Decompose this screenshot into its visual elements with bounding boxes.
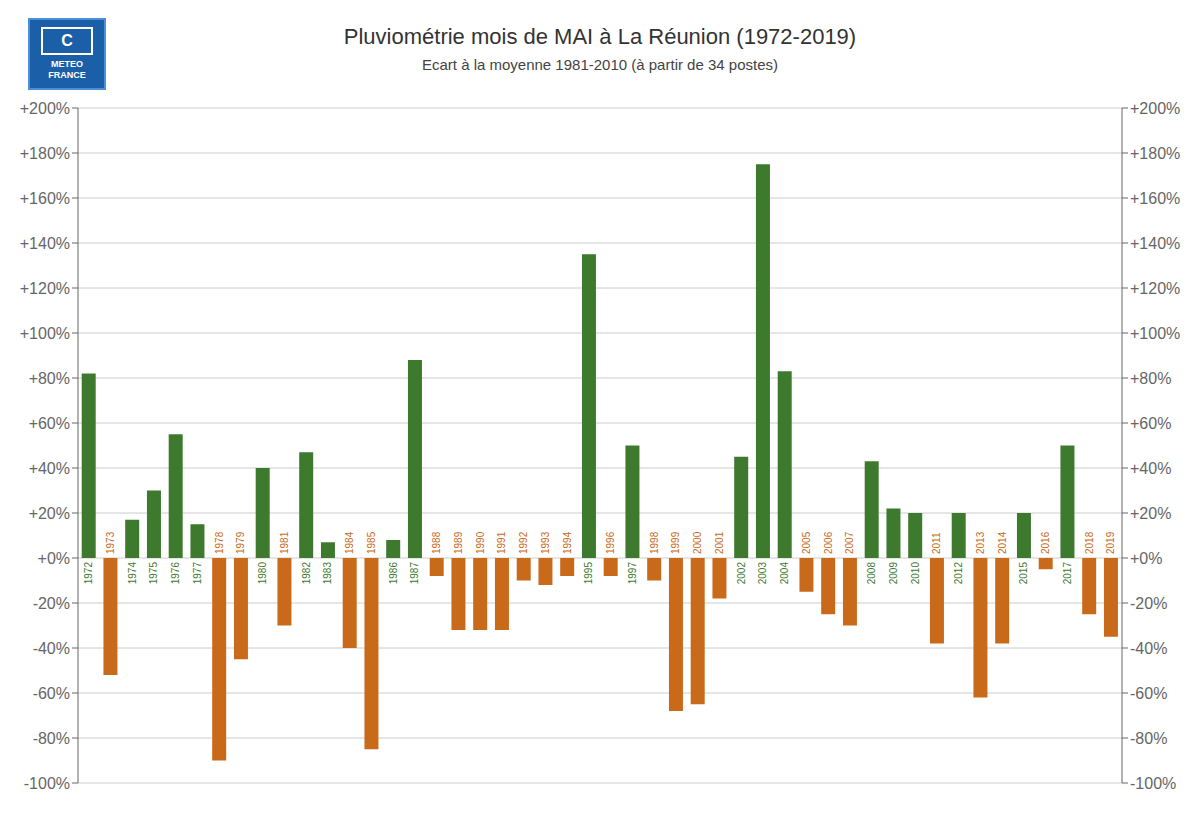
svg-text:2005: 2005 (801, 531, 812, 554)
svg-text:1987: 1987 (409, 562, 420, 585)
svg-text:2019: 2019 (1105, 531, 1116, 554)
svg-text:-20%: -20% (1130, 595, 1167, 612)
svg-text:1997: 1997 (627, 562, 638, 585)
svg-text:1999: 1999 (670, 531, 681, 554)
svg-text:1998: 1998 (649, 531, 660, 554)
svg-text:2011: 2011 (931, 532, 942, 554)
svg-text:2003: 2003 (757, 562, 768, 585)
svg-text:+180%: +180% (1130, 145, 1180, 162)
svg-text:1986: 1986 (388, 562, 399, 585)
svg-text:2007: 2007 (844, 531, 855, 554)
svg-text:2004: 2004 (779, 562, 790, 585)
svg-text:1981: 1981 (279, 531, 290, 554)
svg-text:+60%: +60% (1130, 415, 1171, 432)
html-text:Pluviométrie mois de MAI à La: Pluviométrie mois de MAI à La Réunion (1… (343, 24, 857, 49)
svg-text:+160%: +160% (1130, 190, 1180, 207)
svg-text:+0%: +0% (1130, 550, 1162, 567)
svg-text:+100%: +100% (1130, 325, 1180, 342)
svg-text:1972: 1972 (83, 562, 94, 585)
svg-text:+160%: +160% (20, 190, 70, 207)
svg-text:2006: 2006 (823, 531, 834, 554)
svg-text:+140%: +140% (20, 235, 70, 252)
svg-text:-80%: -80% (33, 730, 70, 747)
svg-text:1996: 1996 (605, 531, 616, 554)
svg-text:1995: 1995 (583, 562, 594, 585)
svg-text:+120%: +120% (1130, 280, 1180, 297)
svg-text:+80%: +80% (29, 370, 70, 387)
svg-text:1989: 1989 (453, 531, 464, 554)
svg-text:2010: 2010 (910, 562, 921, 585)
svg-text:1974: 1974 (127, 562, 138, 585)
svg-text:+200%: +200% (1130, 100, 1180, 117)
svg-text:1990: 1990 (475, 531, 486, 554)
svg-text:-100%: -100% (1130, 775, 1176, 792)
svg-text:1979: 1979 (235, 531, 246, 554)
svg-text:1982: 1982 (301, 562, 312, 585)
html-text:Ecart à la moyenne 1981-2010 (: Ecart à la moyenne 1981-2010 (à partir d… (422, 56, 778, 73)
svg-text:2009: 2009 (888, 562, 899, 585)
svg-text:+140%: +140% (1130, 235, 1180, 252)
svg-text:+20%: +20% (1130, 505, 1171, 522)
svg-text:1980: 1980 (257, 562, 268, 585)
svg-text:+200%: +200% (20, 100, 70, 117)
svg-text:1975: 1975 (148, 562, 159, 585)
svg-text:-100%: -100% (24, 775, 70, 792)
svg-text:2008: 2008 (866, 562, 877, 585)
svg-text:+80%: +80% (1130, 370, 1171, 387)
svg-text:2000: 2000 (692, 531, 703, 554)
svg-text:1992: 1992 (518, 531, 529, 554)
svg-text:1973: 1973 (105, 531, 116, 554)
svg-text:2017: 2017 (1062, 562, 1073, 585)
svg-text:2018: 2018 (1084, 531, 1095, 554)
svg-text:+40%: +40% (29, 460, 70, 477)
svg-text:2016: 2016 (1040, 531, 1051, 554)
svg-text:1976: 1976 (170, 562, 181, 585)
html-text:C: C (61, 32, 73, 49)
svg-text:+180%: +180% (20, 145, 70, 162)
svg-text:2015: 2015 (1018, 562, 1029, 585)
svg-text:1977: 1977 (192, 562, 203, 585)
svg-text:1993: 1993 (540, 531, 551, 554)
html-text:METEO: METEO (51, 59, 83, 69)
svg-text:-60%: -60% (1130, 685, 1167, 702)
svg-text:1984: 1984 (344, 531, 355, 554)
svg-text:+40%: +40% (1130, 460, 1171, 477)
svg-text:2013: 2013 (975, 531, 986, 554)
html-text:FRANCE: FRANCE (48, 70, 86, 80)
svg-text:1985: 1985 (366, 531, 377, 554)
svg-text:+120%: +120% (20, 280, 70, 297)
svg-text:-20%: -20% (33, 595, 70, 612)
svg-text:-60%: -60% (33, 685, 70, 702)
svg-text:+0%: +0% (38, 550, 70, 567)
svg-text:-80%: -80% (1130, 730, 1167, 747)
svg-text:2002: 2002 (736, 562, 747, 585)
svg-text:2001: 2001 (714, 531, 725, 554)
svg-text:+100%: +100% (20, 325, 70, 342)
svg-text:1994: 1994 (562, 531, 573, 554)
svg-text:2014: 2014 (997, 531, 1008, 554)
svg-text:+60%: +60% (29, 415, 70, 432)
svg-text:1983: 1983 (322, 562, 333, 585)
svg-text:-40%: -40% (1130, 640, 1167, 657)
svg-text:1978: 1978 (214, 531, 225, 554)
svg-text:+20%: +20% (29, 505, 70, 522)
svg-text:2012: 2012 (953, 562, 964, 585)
svg-text:-40%: -40% (33, 640, 70, 657)
svg-text:1991: 1991 (496, 531, 507, 554)
svg-text:1988: 1988 (431, 531, 442, 554)
